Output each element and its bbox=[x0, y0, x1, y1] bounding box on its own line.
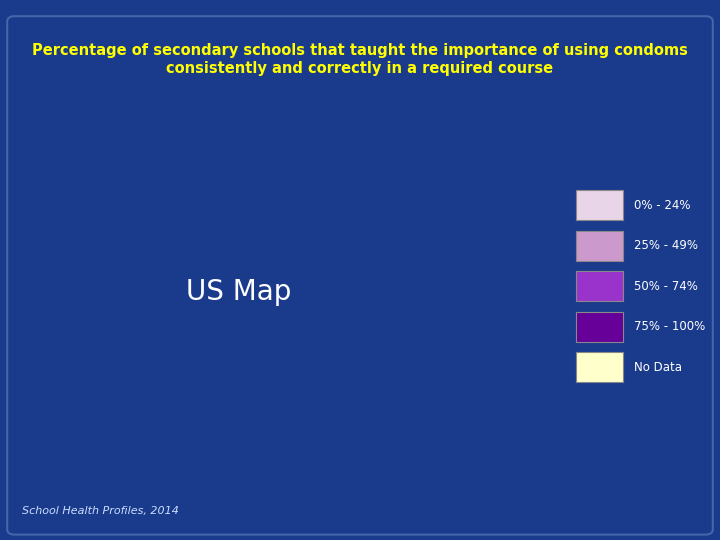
Text: 0% - 24%: 0% - 24% bbox=[634, 199, 690, 212]
Text: US Map: US Map bbox=[186, 278, 292, 306]
FancyBboxPatch shape bbox=[7, 16, 713, 535]
Text: No Data: No Data bbox=[634, 361, 682, 374]
Text: 25% - 49%: 25% - 49% bbox=[634, 239, 698, 252]
FancyBboxPatch shape bbox=[576, 312, 623, 342]
FancyBboxPatch shape bbox=[576, 190, 623, 220]
Text: Percentage of secondary schools that taught the importance of using condoms
cons: Percentage of secondary schools that tau… bbox=[32, 43, 688, 76]
FancyBboxPatch shape bbox=[576, 271, 623, 301]
Text: 75% - 100%: 75% - 100% bbox=[634, 320, 705, 333]
Text: School Health Profiles, 2014: School Health Profiles, 2014 bbox=[22, 505, 179, 516]
FancyBboxPatch shape bbox=[576, 353, 623, 382]
Text: 50% - 74%: 50% - 74% bbox=[634, 280, 698, 293]
FancyBboxPatch shape bbox=[576, 231, 623, 260]
